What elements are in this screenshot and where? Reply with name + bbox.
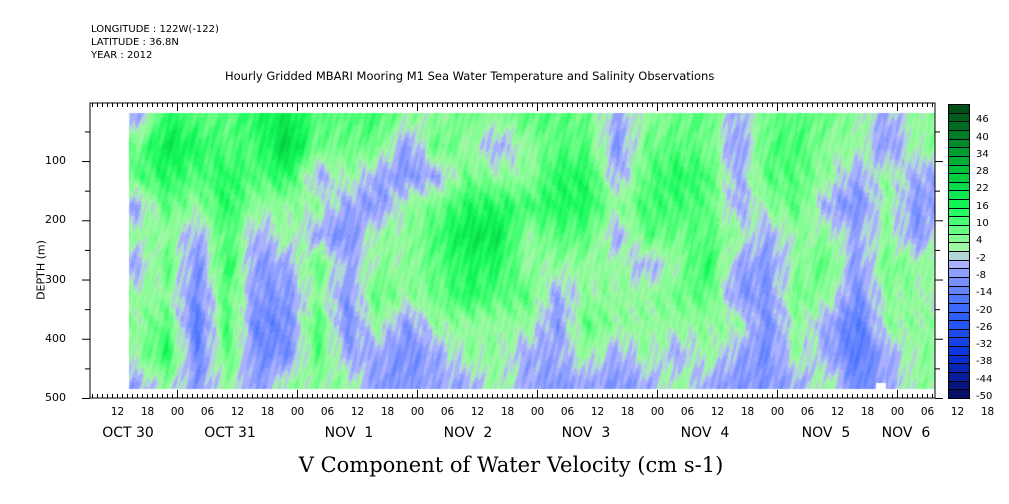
longitude-label: LONGITUDE : 122W(-122)	[91, 24, 219, 35]
colorbar-label: 46	[976, 114, 989, 126]
colorbar-label: -32	[976, 339, 993, 351]
x-hour-label: 12	[230, 406, 245, 418]
x-hour-label: 06	[920, 406, 935, 418]
y-tick-label: 100	[45, 154, 66, 168]
x-hour-label: 12	[110, 406, 125, 418]
x-day-label: NOV 4	[680, 425, 730, 441]
x-hour-label: 00	[170, 406, 185, 418]
x-hour-label: 18	[740, 406, 755, 418]
colorbar-label: 40	[976, 131, 989, 143]
x-day-label: NOV 1	[324, 425, 374, 441]
y-tick-label: 200	[45, 213, 66, 227]
x-hour-label: 00	[290, 406, 305, 418]
x-hour-label: 00	[650, 406, 665, 418]
x-hour-label: 06	[800, 406, 815, 418]
colorbar-label: -26	[976, 321, 993, 333]
colorbar-swatch	[948, 389, 970, 399]
x-hour-label: 12	[470, 406, 485, 418]
colorbar-label: 28	[976, 166, 989, 178]
colorbar-label: -8	[976, 269, 986, 281]
latitude-label: LATITUDE : 36.8N	[91, 37, 179, 48]
colorbar-label: -20	[976, 304, 993, 316]
y-tick-label: 500	[45, 391, 66, 404]
x-hour-label: 00	[530, 406, 545, 418]
colorbar-label: -50	[976, 391, 993, 402]
x-hour-label: 12	[590, 406, 605, 418]
colorbar-label: 4	[976, 235, 983, 247]
x-hour-label: 00	[890, 406, 905, 418]
x-hour-label: 06	[680, 406, 695, 418]
x-day-label: NOV 5	[801, 425, 851, 441]
year-label: YEAR : 2012	[91, 50, 153, 61]
x-hour-label: 18	[380, 406, 395, 418]
x-axis-label: V Component of Water Velocity (cm s-1)	[298, 453, 724, 477]
y-axis-label: DEPTH (m)	[34, 240, 48, 300]
x-hour-label: 06	[560, 406, 575, 418]
x-hour-label: 18	[980, 406, 995, 418]
x-day-label: OCT 31	[204, 425, 256, 441]
x-hour-label: 12	[830, 406, 845, 418]
x-day-label: OCT 30	[102, 425, 154, 441]
x-hour-label: 06	[440, 406, 455, 418]
x-day-label: NOV 3	[561, 425, 611, 441]
x-hour-label: 06	[320, 406, 335, 418]
plot-frame	[89, 102, 936, 399]
colorbar-label: 16	[976, 200, 989, 212]
x-hour-label: 18	[500, 406, 515, 418]
x-hour-label: 18	[140, 406, 155, 418]
y-tick-label: 400	[45, 331, 66, 345]
x-hour-label: 12	[950, 406, 965, 418]
x-hour-label: 12	[350, 406, 365, 418]
x-hour-label: 06	[200, 406, 215, 418]
x-day-label: NOV 6	[881, 425, 931, 441]
x-day-label: NOV 2	[443, 425, 493, 441]
colorbar-label: -38	[976, 356, 993, 368]
x-hour-label: 18	[860, 406, 875, 418]
chart-title: Hourly Gridded MBARI Mooring M1 Sea Wate…	[225, 69, 715, 83]
x-hour-label: 18	[620, 406, 635, 418]
x-hour-label: 12	[710, 406, 725, 418]
x-hour-label: 00	[410, 406, 425, 418]
colorbar-label: 34	[976, 148, 989, 160]
colorbar-label: 10	[976, 218, 989, 230]
colorbar-label: -14	[976, 287, 993, 299]
colorbar-label: 22	[976, 183, 989, 195]
colorbar-label: -2	[976, 252, 986, 264]
x-hour-label: 18	[260, 406, 275, 418]
colorbar-label: -44	[976, 373, 993, 385]
x-hour-label: 00	[770, 406, 785, 418]
